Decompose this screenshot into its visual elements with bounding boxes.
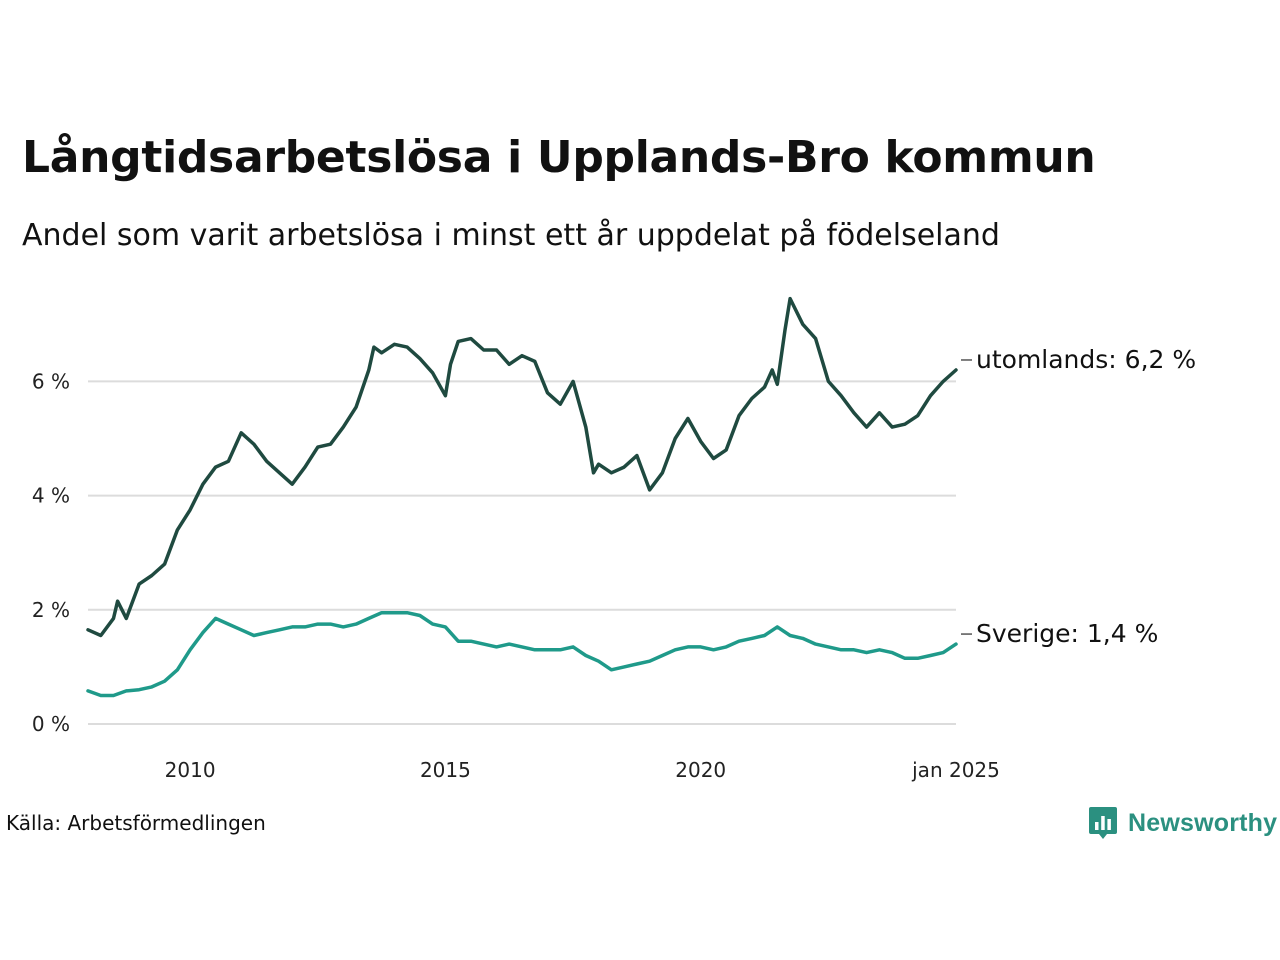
y-tick-label: 4 %: [32, 484, 70, 508]
series-line-utomlands: [86, 296, 958, 638]
y-tick-label: 6 %: [32, 369, 70, 393]
series-end-labels: utomlands: 6,2 % Sverige: 1,4 %: [961, 345, 1196, 648]
series-line-sverige: [86, 610, 958, 698]
x-tick-label: 2010: [165, 758, 216, 782]
y-axis-labels: 0 % 2 % 4 % 6 %: [32, 369, 70, 736]
chart-title: Långtidsarbetslösa i Upplands-Bro kommun: [22, 132, 1096, 183]
brand-logo: Newsworthy: [1088, 805, 1277, 841]
end-label-utomlands: utomlands: 6,2 %: [976, 345, 1196, 374]
chart-subtitle: Andel som varit arbetslösa i minst ett å…: [22, 218, 1000, 253]
end-label-sverige: Sverige: 1,4 %: [976, 619, 1158, 648]
x-tick-label: 2015: [420, 758, 471, 782]
x-tick-label: jan 2025: [911, 758, 1000, 782]
brand-name: Newsworthy: [1128, 808, 1278, 837]
series-lines: [86, 296, 958, 698]
line-chart: 0 % 2 % 4 % 6 % 2010 2015 2020 jan 2025 utomla…: [32, 296, 1196, 782]
y-tick-label: 2 %: [32, 598, 70, 622]
newsworthy-bar-chart-icon: [1089, 807, 1117, 839]
y-tick-label: 0 %: [32, 712, 70, 736]
x-tick-label: 2020: [675, 758, 726, 782]
x-axis-labels: 2010 2015 2020 jan 2025: [165, 758, 1000, 782]
source-note: Källa: Arbetsförmedlingen: [6, 811, 266, 835]
grid-lines: [88, 380, 956, 725]
